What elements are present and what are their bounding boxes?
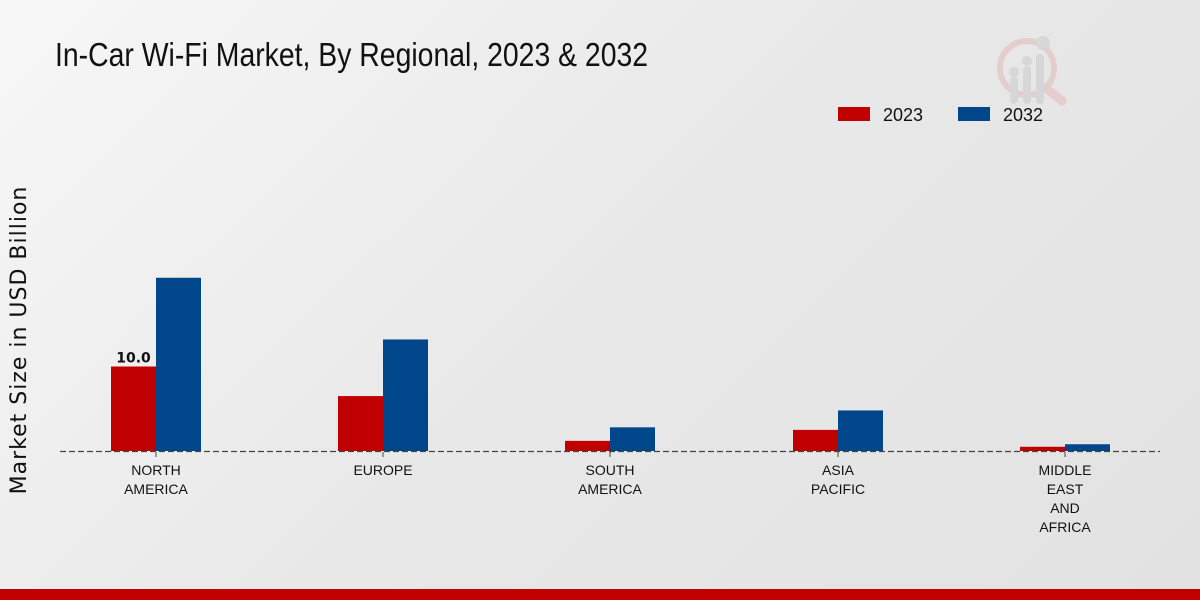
x-tick-label: ASIA PACIFIC	[811, 462, 865, 497]
footer-bar	[0, 589, 1200, 600]
bar-2032-4	[1065, 444, 1110, 451]
bar-2032-0	[156, 277, 201, 451]
bar-2032-3	[838, 410, 883, 451]
bar-2023-2	[565, 440, 610, 451]
bar-2023-1	[338, 396, 383, 451]
x-tick-label: SOUTH AMERICA	[578, 462, 642, 497]
data-label: 10.0	[116, 351, 151, 367]
watermark-logo-icon	[997, 36, 1067, 106]
bar-2023-0	[111, 366, 156, 451]
bar-2023-4	[1020, 446, 1065, 451]
legend-swatch-2032	[958, 107, 990, 121]
bar-2032-2	[610, 427, 655, 451]
bar-2023-3	[793, 429, 838, 451]
legend-swatch-2023	[838, 107, 870, 121]
y-axis-label: Market Size in USD Billion	[7, 186, 32, 495]
x-tick-label: EUROPE	[353, 462, 412, 478]
legend-label-2032: 2032	[1003, 105, 1043, 125]
x-tick-label: NORTH AMERICA	[124, 462, 188, 497]
legend: 2023 2032	[838, 105, 1043, 125]
bar-2032-1	[383, 339, 428, 451]
chart-title: In-Car Wi-Fi Market, By Regional, 2023 &…	[55, 36, 649, 73]
x-tick-label: MIDDLE EAST AND AFRICA	[1039, 462, 1092, 535]
legend-label-2023: 2023	[883, 105, 923, 125]
